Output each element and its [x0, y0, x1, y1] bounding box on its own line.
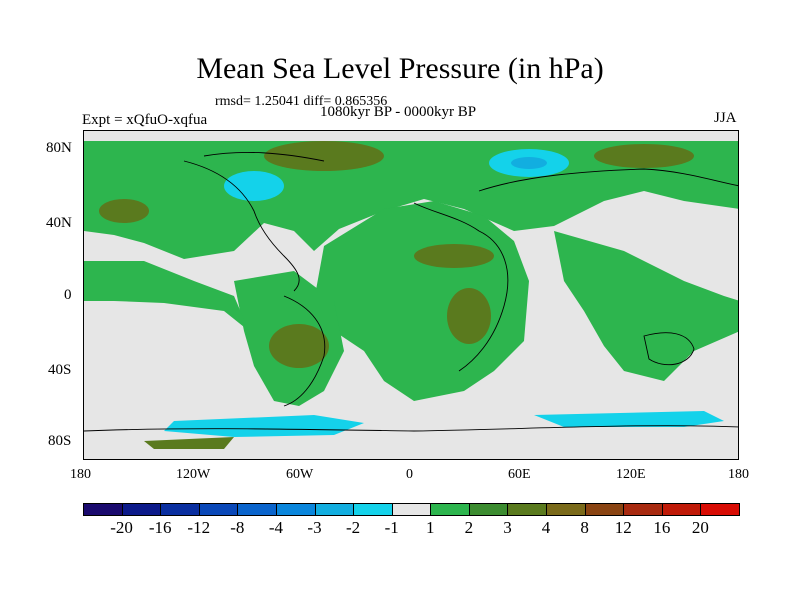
legend-swatch [584, 503, 625, 516]
lat-label-equator: 0 [64, 287, 72, 303]
legend-label: 4 [541, 518, 551, 537]
legend-swatch [121, 503, 162, 516]
greenland-coast [203, 151, 325, 162]
legend-swatch [314, 503, 355, 516]
legend-swatch [546, 503, 586, 516]
legend-swatch [237, 503, 277, 516]
legend-swatch [391, 503, 432, 516]
barents-stronger-negative [511, 157, 547, 169]
southern-ocean-negative-west [164, 415, 364, 437]
legend-swatch [507, 503, 548, 516]
season-label: JJA [714, 110, 737, 126]
sahara-strong-positive [414, 244, 494, 268]
legend-label: 12 [614, 518, 632, 537]
time-period-label: 1080kyr BP - 0000kyr BP [320, 104, 477, 120]
legend-swatch [275, 503, 316, 516]
legend-label: -8 [230, 518, 245, 537]
legend-label: -3 [307, 518, 322, 537]
antarctica-coast [84, 425, 738, 432]
legend-swatch [623, 503, 663, 516]
legend-label: 1 [426, 518, 435, 537]
legend-swatch [198, 503, 239, 516]
pressure-map [83, 130, 739, 460]
legend-label: -20 [110, 518, 133, 537]
legend-swatch [83, 503, 123, 516]
south-america-coast [283, 295, 326, 407]
lat-label-80n: 80N [46, 140, 72, 156]
northern-positive-region [84, 141, 738, 259]
lon-label-180e: 180 [728, 467, 749, 482]
eurasia-coast [478, 168, 738, 192]
lon-label-120w: 120W [176, 467, 211, 482]
map-canvas [84, 131, 738, 459]
experiment-label: Expt = xQfuO-xqfua [82, 112, 208, 128]
lon-label-60w: 60W [286, 467, 314, 482]
legend-label: -12 [187, 518, 211, 537]
legend-label: 20 [691, 518, 709, 537]
legend-swatch [661, 503, 702, 516]
legend-label: -2 [346, 518, 361, 537]
legend-label: 2 [464, 518, 474, 537]
legend-label: 16 [653, 518, 671, 537]
legend-label: -16 [148, 518, 172, 537]
lat-label-40n: 40N [46, 215, 72, 231]
lat-label-40s: 40S [48, 362, 72, 378]
lon-label-120e: 120E [616, 467, 646, 482]
south-america-strong-positive [269, 324, 329, 368]
legend-swatch [700, 503, 740, 516]
hudson-negative-region [224, 171, 284, 201]
legend-swatch [160, 503, 200, 516]
indian-ocean-positive-region [554, 231, 738, 381]
antarctic-positive-patch [144, 437, 234, 449]
rmsd-diff-stats: rmsd= 1.25041 diff= 0.865356 [215, 94, 388, 109]
legend-label: -1 [384, 518, 399, 537]
north-pacific-strong-positive [99, 199, 149, 223]
australia-coast [643, 332, 695, 366]
legend-label: 8 [580, 518, 589, 537]
africa-coast [413, 202, 509, 372]
lon-label-0: 0 [406, 467, 413, 482]
arctic-strong-positive [264, 141, 384, 171]
lon-label-60e: 60E [508, 467, 531, 482]
legend-label: 3 [503, 518, 512, 537]
lon-label-180w: 180 [70, 467, 91, 482]
north-america-coast [183, 160, 300, 292]
southern-ocean-negative-east [534, 411, 724, 427]
siberia-strong-positive [594, 144, 694, 168]
legend-label: -4 [268, 518, 284, 537]
lat-label-80s: 80S [48, 433, 72, 449]
legend-swatch [353, 503, 393, 516]
legend-colorbar [83, 503, 740, 516]
legend-swatch [468, 503, 509, 516]
legend-swatch [430, 503, 470, 516]
africa-strong-positive [447, 288, 491, 344]
chart-title: Mean Sea Level Pressure (in hPa) [196, 52, 604, 85]
east-pacific-positive-region [84, 261, 249, 331]
coastlines [84, 151, 738, 432]
